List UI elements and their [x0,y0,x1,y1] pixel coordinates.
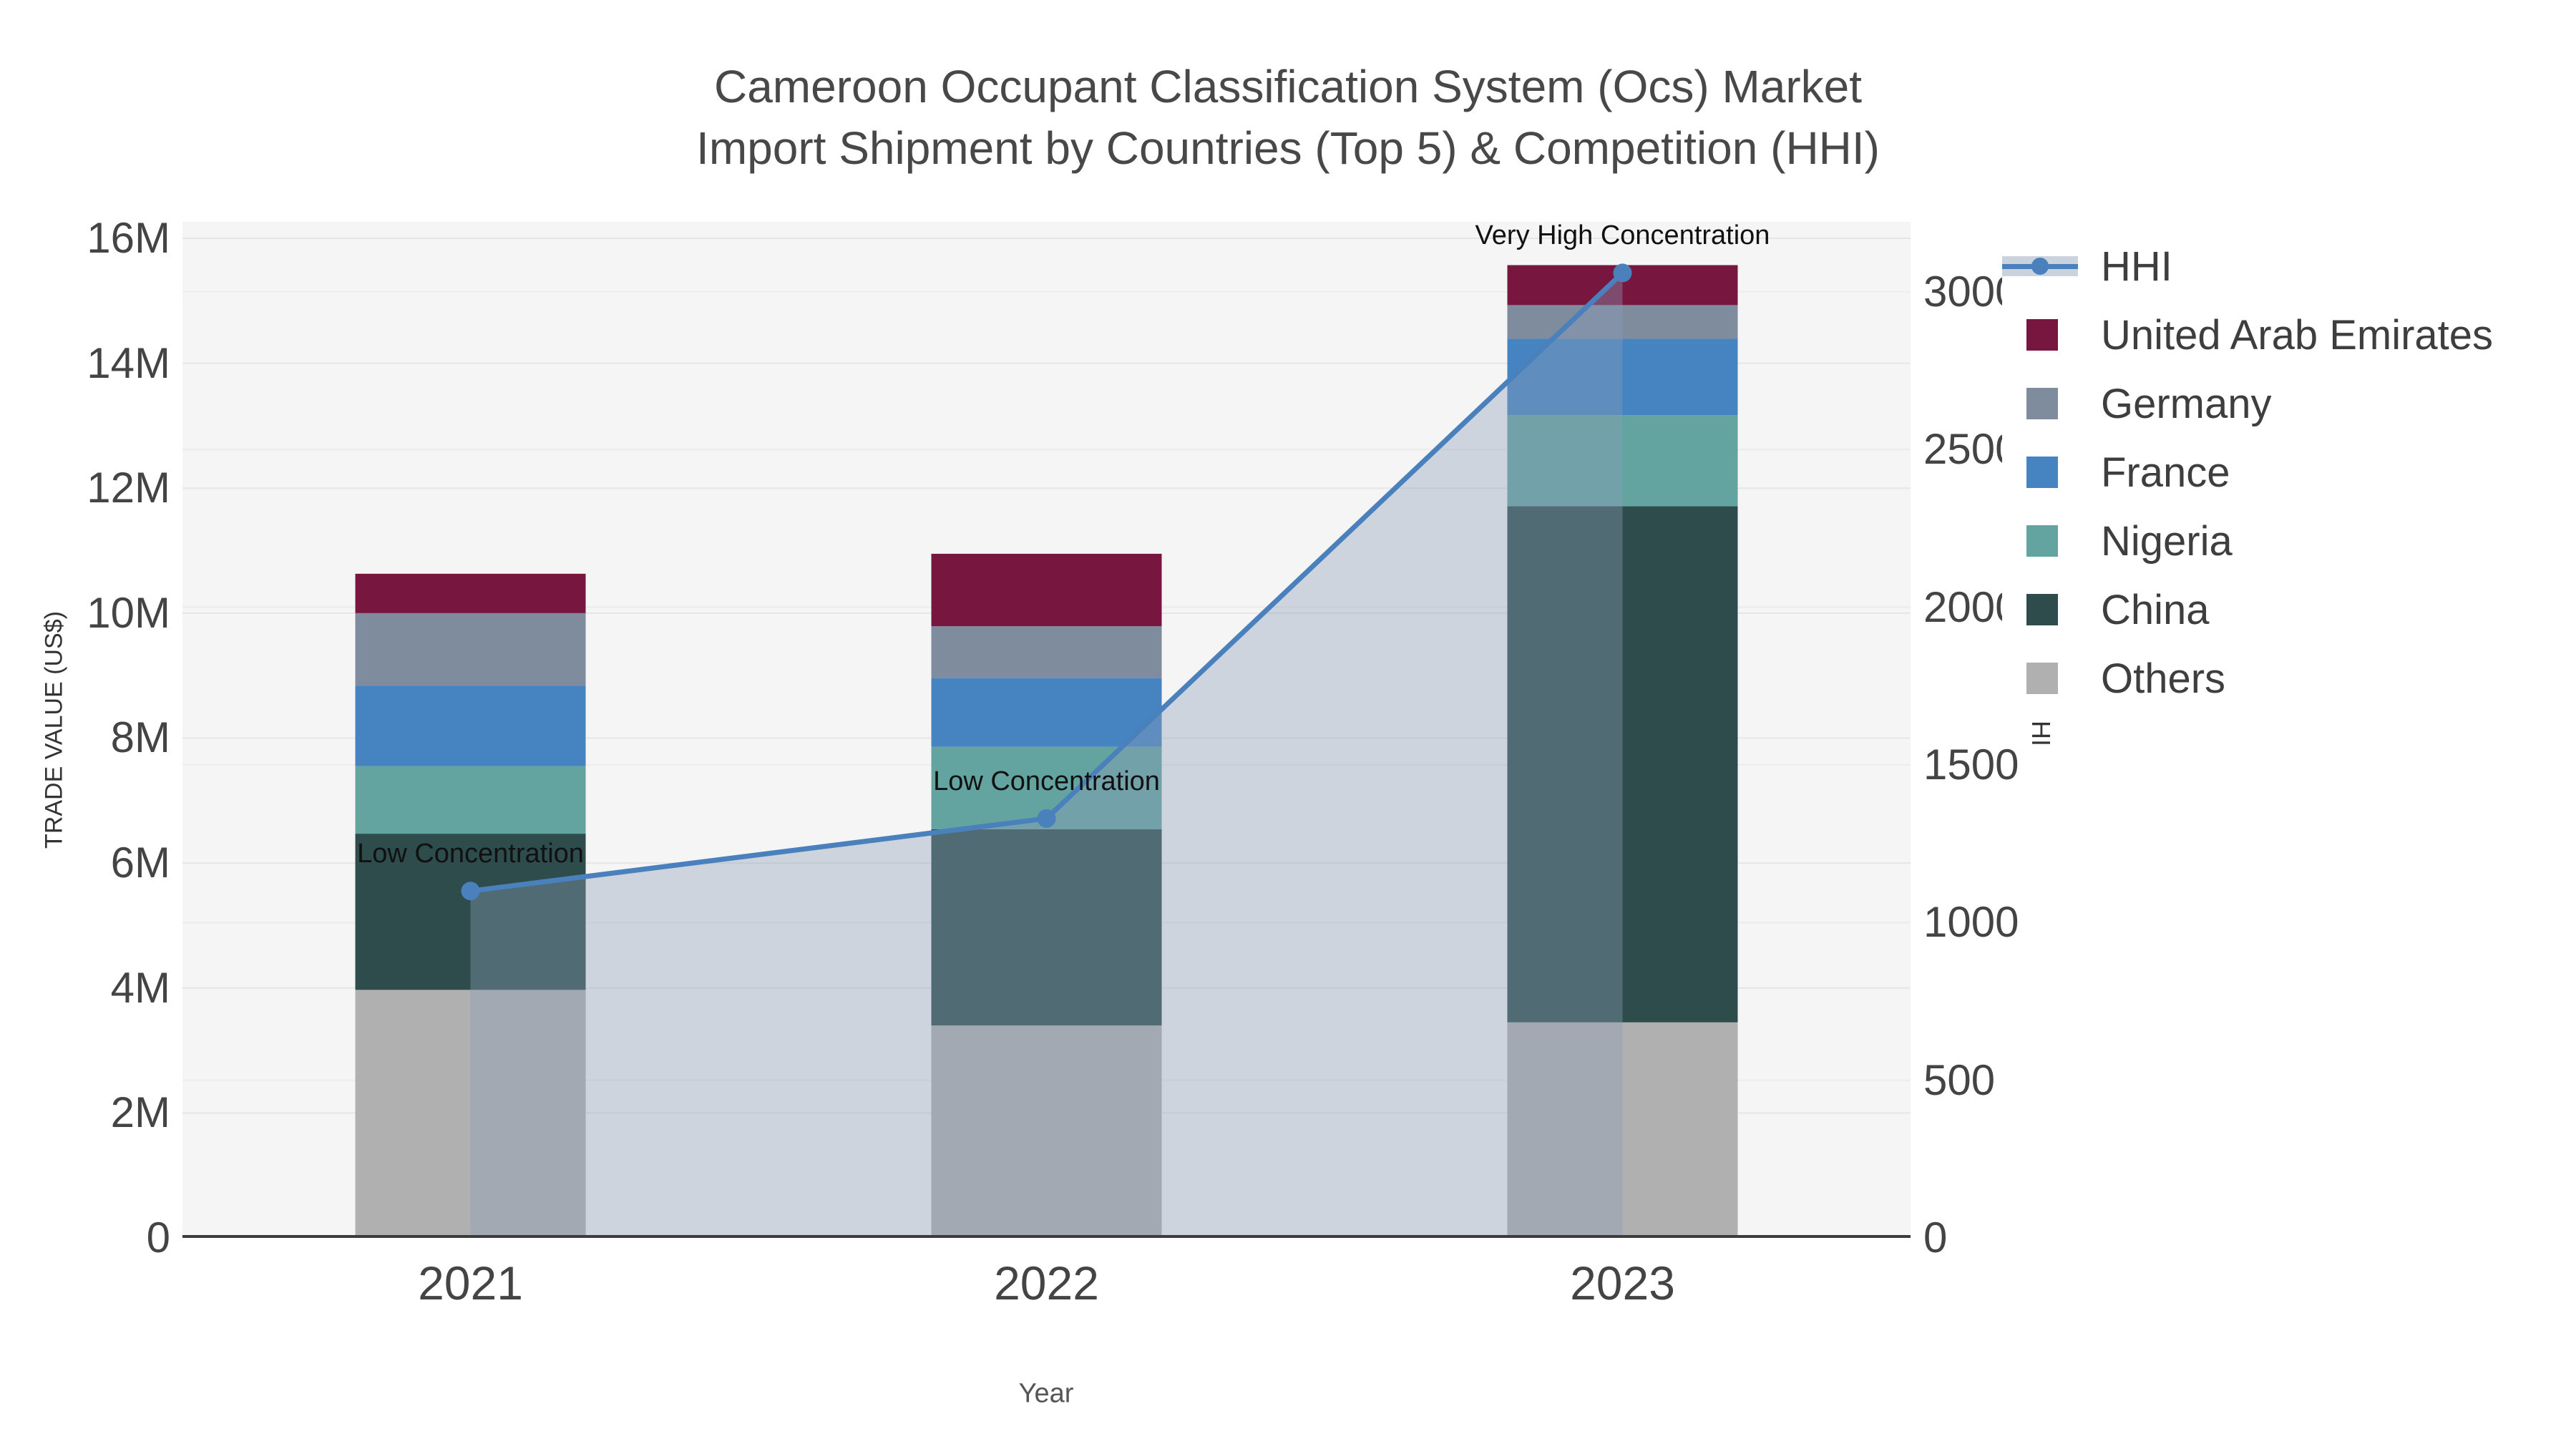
chart-title-line2: Import Shipment by Countries (Top 5) & C… [696,122,1880,174]
color-swatch-icon [2002,644,2081,713]
y-left-tick-2M: 2M [110,1088,170,1137]
color-swatch-icon [2002,507,2081,575]
annotation-2021: Low Concentration [357,839,584,869]
hhi-line-icon [2002,232,2081,301]
hhi-marker-2021[interactable] [461,882,480,901]
y-left-tick-6M: 6M [110,839,170,887]
x-axis-title: Year [1018,1378,1074,1409]
plot-area [182,222,1911,1238]
color-swatch-icon [2002,369,2081,438]
bar-segment-others-2023[interactable] [1507,1022,1738,1238]
legend-item-france[interactable]: France [2002,438,2555,507]
legend-item-hhi[interactable]: HHI [2002,232,2555,301]
x-tick-2022: 2022 [994,1257,1099,1309]
legend-label: Nigeria [2101,517,2233,565]
legend-label: United Arab Emirates [2101,311,2494,358]
hhi-marker-2022[interactable] [1037,809,1056,828]
bar-segment-france-2021[interactable] [355,686,586,766]
legend-item-nigeria[interactable]: Nigeria [2002,507,2555,575]
y-left-tick-8M: 8M [110,713,170,762]
legend-item-china[interactable]: China [2002,575,2555,644]
legend: HHI United Arab Emirates Germany France Nige… [2002,228,2555,723]
annotation-2023: Very High Concentration [1475,220,1770,251]
y-left-tick-14M: 14M [87,338,170,387]
y-left-tick-16M: 16M [87,213,170,262]
bar-segment-germany-2023[interactable] [1507,305,1738,339]
legend-label: France [2101,449,2230,496]
bar-segment-france-2022[interactable] [931,678,1162,747]
color-swatch-icon [2002,438,2081,507]
color-swatch-icon [2002,575,2081,644]
y-right-tick-1000: 1000 [1923,898,2019,947]
bar-segment-united-arab-emirates-2022[interactable] [931,553,1162,627]
legend-item-united-arab-emirates[interactable]: United Arab Emirates [2002,301,2555,369]
bar-segment-nigeria-2023[interactable] [1507,415,1738,507]
bar-segment-china-2021[interactable] [355,834,586,990]
color-swatch-icon [2002,301,2081,369]
bar-segment-others-2022[interactable] [931,1025,1162,1238]
chart-title-line1: Cameroon Occupant Classification System … [713,61,1863,112]
chart-title: Cameroon Occupant Classification System … [0,56,2576,179]
y-left-tick-4M: 4M [110,963,170,1012]
swatch-france [2026,457,2058,488]
legend-label: China [2101,586,2210,633]
y-right-tick-500: 500 [1923,1055,1996,1104]
bar-segment-nigeria-2021[interactable] [355,766,586,834]
x-tick-2021: 2021 [418,1257,523,1309]
x-tick-2023: 2023 [1570,1257,1675,1309]
y-right-tick-0: 0 [1923,1214,1948,1262]
swatch-united-arab-emirates [2026,319,2058,351]
y-right-tick-1500: 1500 [1923,740,2019,789]
y-left-tick-0: 0 [146,1214,170,1262]
plot-canvas [182,237,1911,1238]
swatch-germany [2026,388,2058,419]
annotation-2022: Low Concentration [933,766,1160,796]
hhi-marker-swatch [2031,258,2049,275]
legend-label: Others [2101,655,2226,702]
legend-label: HHI [2101,243,2172,290]
legend-item-germany[interactable]: Germany [2002,369,2555,438]
y-left-tick-10M: 10M [87,588,170,637]
bar-segment-germany-2021[interactable] [355,613,586,686]
hhi-area-fill [470,273,1623,1238]
swatch-china [2026,594,2058,625]
swatch-nigeria [2026,525,2058,557]
swatch-others [2026,663,2058,694]
legend-item-others[interactable]: Others [2002,644,2555,713]
x-axis-line [182,1235,1911,1238]
bar-segment-others-2021[interactable] [355,990,586,1238]
bar-segment-france-2023[interactable] [1507,338,1738,416]
bar-segment-germany-2022[interactable] [931,626,1162,678]
y-left-tick-12M: 12M [87,464,170,512]
bar-segment-china-2023[interactable] [1507,506,1738,1023]
bar-segment-china-2022[interactable] [931,829,1162,1026]
legend-label: Germany [2101,380,2272,427]
hhi-marker-2023[interactable] [1613,263,1632,283]
bar-segment-united-arab-emirates-2021[interactable] [355,573,586,613]
